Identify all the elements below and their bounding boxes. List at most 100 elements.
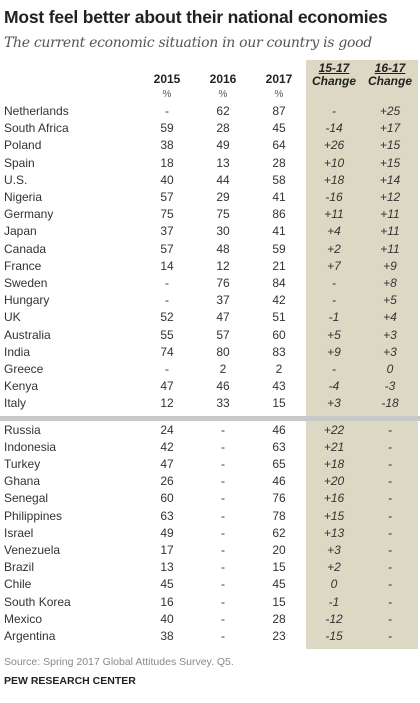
change-15-17: +16 [323,491,345,506]
change-columns-shade [306,60,418,649]
table-row: Kenya 47 46 43 -4 -3 [0,379,420,396]
value-2016: 28 [216,121,230,136]
value-2016: 62 [216,104,230,118]
change-15-17: +7 [327,258,341,273]
value-2017: 78 [272,508,286,523]
change-16-17: +25 [379,104,401,118]
change-15-17: -12 [325,611,343,626]
percent-label-2017: % [274,89,284,100]
value-2017: 15 [272,594,286,609]
header-change-15-17-label: Change [311,74,356,88]
change-16-17: +8 [383,276,397,290]
value-2015: 17 [160,543,174,557]
change-15-17: 0 [330,577,338,592]
value-2016: 12 [216,258,230,273]
value-2017: 65 [272,457,286,471]
header-2016: 2016 [209,72,237,86]
country-name: Canada [4,241,47,256]
value-2015: 63 [160,508,174,523]
change-15-17: -15 [325,629,343,643]
table-row: Senegal 60 - 76 +16 - [0,491,420,508]
table-row: UK 52 47 51 -1 +4 [0,310,420,327]
value-2016: 37 [216,293,230,308]
value-2017: 51 [272,310,286,325]
value-2015: 16 [160,594,174,609]
country-name: Italy [4,396,27,411]
change-16-17: - [388,629,392,643]
country-name: Russia [4,422,41,437]
change-15-17: +3 [327,543,341,557]
value-2016: 30 [216,224,230,239]
value-2015: 47 [160,457,174,471]
country-name: Israel [4,525,34,540]
group-divider [0,416,420,421]
value-2017: 86 [272,207,286,222]
value-2016: - [221,629,225,643]
source-note: Source: Spring 2017 Global Attitudes Sur… [4,656,234,668]
value-2017: 15 [272,396,286,411]
value-2015: 38 [160,629,174,643]
value-2015: 55 [160,327,174,342]
change-16-17: - [388,594,392,609]
change-15-17: +20 [323,474,345,489]
country-name: Netherlands [4,104,69,118]
change-16-17: -3 [384,379,396,394]
value-2016: 13 [216,155,230,170]
table-row: France 14 12 21 +7 +9 [0,259,420,276]
change-16-17: - [388,508,392,523]
value-2015: 40 [160,172,174,187]
change-16-17: - [388,525,392,540]
table-row: Chile 45 - 45 0 - [0,577,420,594]
change-16-17: +15 [379,155,401,170]
header-change-16-17: 16-17 Change [362,62,418,88]
value-2016: 76 [216,276,230,290]
value-2015: 12 [160,396,174,411]
change-15-17: +5 [327,327,341,342]
table-row: Russia 24 - 46 +22 - [0,423,420,440]
value-2015: 14 [160,258,174,273]
change-16-17: - [388,543,392,557]
table-row: Canada 57 48 59 +2 +11 [0,242,420,259]
change-16-17: +11 [380,207,400,222]
value-2017: 23 [272,629,286,643]
change-15-17: - [332,362,336,376]
change-15-17: - [332,293,336,308]
value-2016: - [221,508,225,523]
country-name: Indonesia [4,439,57,454]
value-2017: 84 [272,276,286,290]
country-name: Japan [4,224,37,239]
table-row: Turkey 47 - 65 +18 - [0,457,420,474]
header-2017: 2017 [265,72,293,86]
value-2015: - [165,276,169,290]
value-2016: 75 [216,207,230,222]
value-2015: 40 [160,611,174,626]
change-16-17: +4 [383,310,397,325]
header-change-16-17-years: 16-17 [374,61,406,75]
header-change-15-17: 15-17 Change [306,62,362,88]
change-16-17: +15 [379,138,401,153]
value-2016: 49 [216,138,230,153]
value-2017: 46 [272,474,286,489]
percent-label-2016: % [218,89,228,100]
change-16-17: +17 [379,121,401,136]
change-16-17: - [388,560,392,575]
value-2017: 87 [272,104,286,118]
change-15-17: +2 [327,241,341,256]
chart-title: Most feel better about their national ec… [4,7,388,27]
table-row: Netherlands - 62 87 - +25 [0,104,420,121]
table-row: South Korea 16 - 15 -1 - [0,595,420,612]
country-name: South Korea [4,594,71,609]
value-2017: 76 [272,491,286,506]
change-15-17: +21 [323,439,345,454]
table-row: Israel 49 - 62 +13 - [0,526,420,543]
change-15-17: +2 [327,560,341,575]
change-16-17: - [388,474,392,489]
table-row: Ghana 26 - 46 +20 - [0,474,420,491]
country-name: Chile [4,577,32,592]
change-15-17: -16 [325,190,343,204]
change-16-17: - [388,611,392,626]
change-16-17: +12 [379,190,401,204]
value-2016: - [221,611,225,626]
value-2015: - [165,293,169,308]
country-name: UK [4,310,21,325]
